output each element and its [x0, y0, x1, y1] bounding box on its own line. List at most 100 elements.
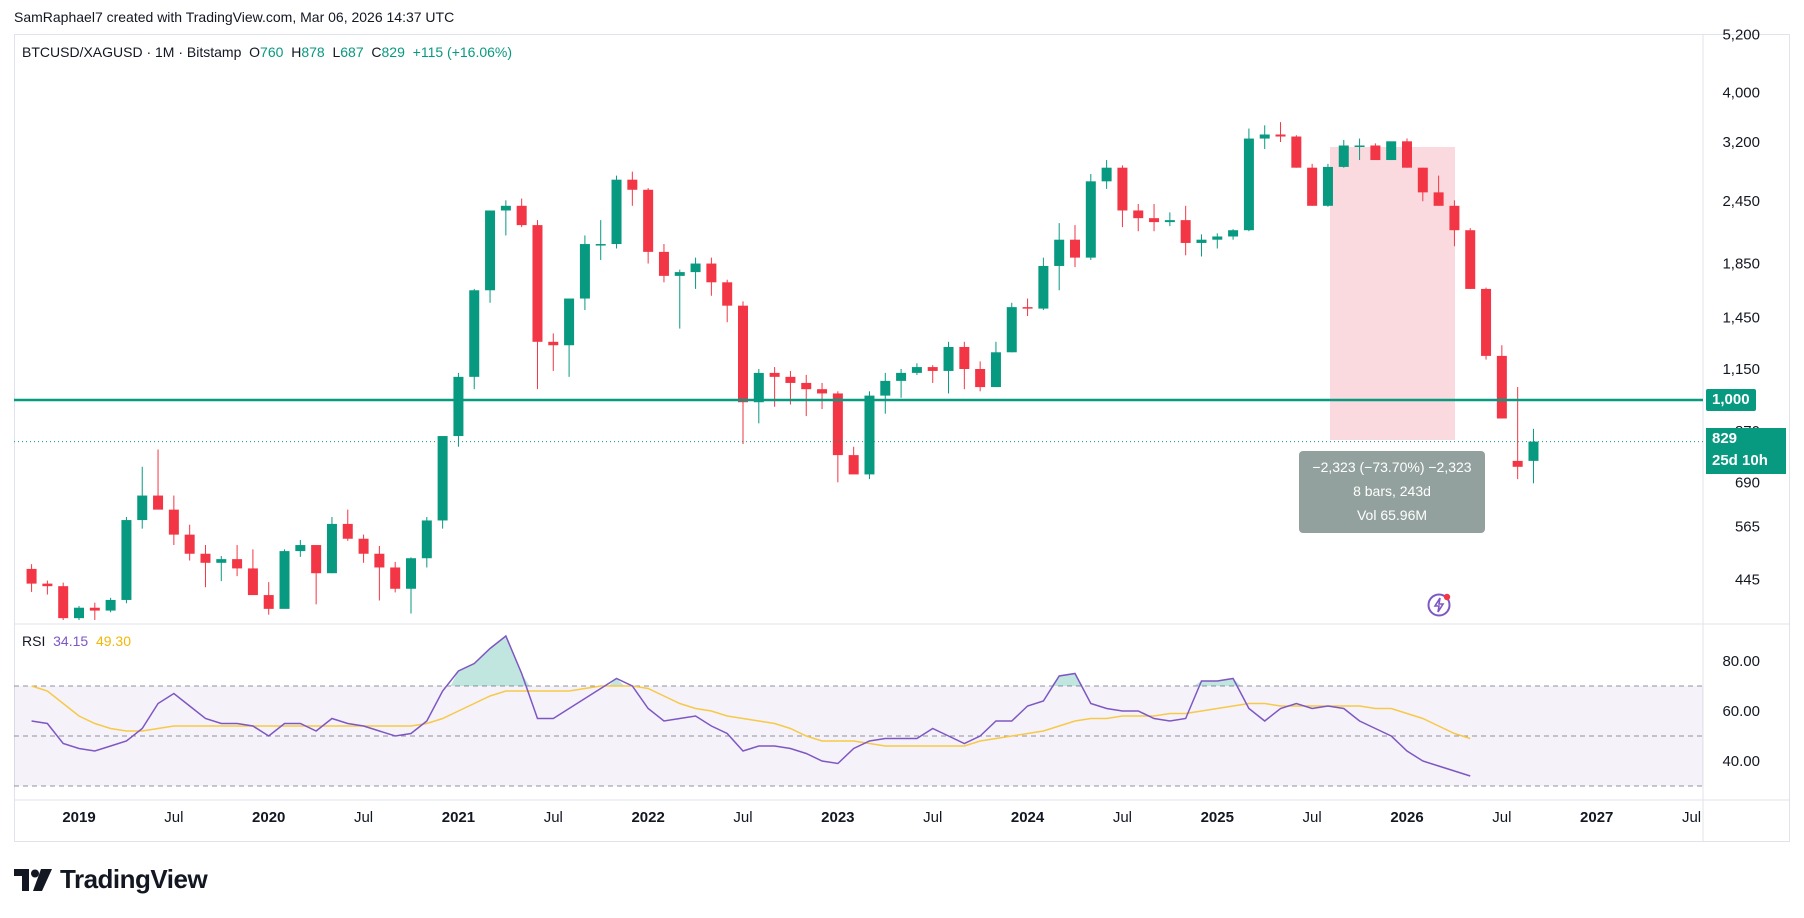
candle [311, 545, 322, 605]
candle-body [1196, 239, 1207, 243]
candle-body [390, 567, 401, 589]
time-axis-label: Jul [1492, 809, 1511, 826]
candle-body [311, 545, 322, 574]
time-axis-label: Jul [544, 809, 563, 826]
symbol-title[interactable]: BTCUSD/XAGUSD · 1M · Bitstamp [22, 44, 242, 60]
candle [1275, 122, 1286, 142]
candle-body [1417, 167, 1428, 193]
candle [706, 257, 717, 296]
candle-body [89, 607, 100, 611]
candle-body [1117, 167, 1128, 211]
chart-credit: SamRaphael7 created with TradingView.com… [14, 9, 455, 25]
last-price-tag: 829 25d 10h [1706, 428, 1786, 474]
candle-body [1243, 138, 1254, 231]
candle [485, 210, 496, 303]
candle-body [263, 595, 274, 609]
candle-body [74, 607, 84, 619]
candle [1354, 138, 1365, 161]
candle-body [1259, 134, 1270, 139]
candle-body [153, 495, 164, 510]
candle [1496, 345, 1507, 419]
time-axis-label: Jul [923, 809, 942, 826]
time-axis-label: 2022 [631, 809, 664, 826]
candle-body [500, 205, 511, 211]
time-axis-label: 2021 [442, 809, 475, 826]
candle [532, 220, 543, 390]
candle [643, 188, 654, 264]
candle-body [1180, 220, 1191, 243]
time-axis-label: 2024 [1011, 809, 1045, 826]
candle-body [437, 436, 448, 521]
candle [1133, 203, 1144, 232]
tradingview-logo[interactable]: TradingView [14, 864, 208, 895]
rsi-label[interactable]: RSI [22, 633, 46, 649]
candle-body [1370, 145, 1381, 161]
candle [611, 175, 622, 249]
candle [74, 606, 84, 620]
time-axis-label: Jul [354, 809, 373, 826]
rsi-axis-label: 80.00 [1722, 653, 1760, 670]
candle-body [1228, 230, 1239, 237]
candle [326, 517, 337, 574]
candle-body [1402, 141, 1412, 168]
rsi-legend: RSI 34.15 49.30 [22, 633, 131, 649]
candle-body [959, 346, 970, 369]
measure-highlight [1330, 147, 1455, 440]
candle-body [342, 523, 353, 539]
candle-body [785, 376, 796, 383]
low-value: 687 [340, 44, 364, 60]
open-value: 760 [260, 44, 284, 60]
candle [390, 561, 401, 593]
candle [990, 341, 1001, 388]
candle [579, 235, 590, 311]
candle-body [975, 368, 986, 388]
candle [658, 244, 669, 283]
candle [1370, 143, 1381, 161]
candle-body [595, 244, 606, 246]
price-axis-label: 1,850 [1722, 256, 1760, 273]
candle-body [216, 559, 227, 563]
candle-body [627, 179, 638, 190]
candle-body [1149, 218, 1160, 223]
rsi-overbought-fill [450, 636, 530, 686]
candle [1228, 229, 1239, 240]
lightning-icon[interactable] [1426, 592, 1452, 618]
time-axis-label: 2027 [1580, 809, 1613, 826]
candle [1180, 205, 1191, 256]
candle [42, 580, 53, 595]
candle-body [1322, 166, 1333, 206]
candle [26, 564, 37, 592]
candle [121, 517, 132, 604]
candle [1528, 428, 1539, 484]
candle-body [42, 583, 53, 587]
candle [564, 298, 575, 377]
candle [1085, 174, 1096, 260]
candle [1338, 139, 1349, 168]
candle-body [184, 534, 195, 554]
candle [374, 545, 385, 601]
candle [1101, 160, 1112, 189]
tradingview-logo-text: TradingView [60, 864, 208, 894]
candle-body [1101, 167, 1112, 182]
candle [753, 368, 764, 424]
rsi-ma-line [31, 685, 1471, 747]
candle [943, 341, 954, 394]
time-axis-label: Jul [1682, 809, 1701, 826]
candle-body [1212, 236, 1223, 240]
candle-body [58, 586, 69, 619]
rsi-ma-value: 49.30 [95, 633, 131, 649]
candle [896, 368, 907, 398]
candle [1386, 141, 1397, 161]
candle [437, 436, 448, 529]
candle-body [1291, 136, 1302, 168]
candle-body [1133, 210, 1144, 219]
time-axis-label: 2019 [62, 809, 95, 826]
candle [674, 269, 685, 329]
candle-body [1433, 192, 1444, 206]
measure-bars: 8 bars, 243d [1353, 483, 1431, 499]
candle [232, 545, 243, 577]
candle [184, 524, 195, 561]
candle-body [690, 263, 701, 273]
candle [880, 372, 891, 414]
